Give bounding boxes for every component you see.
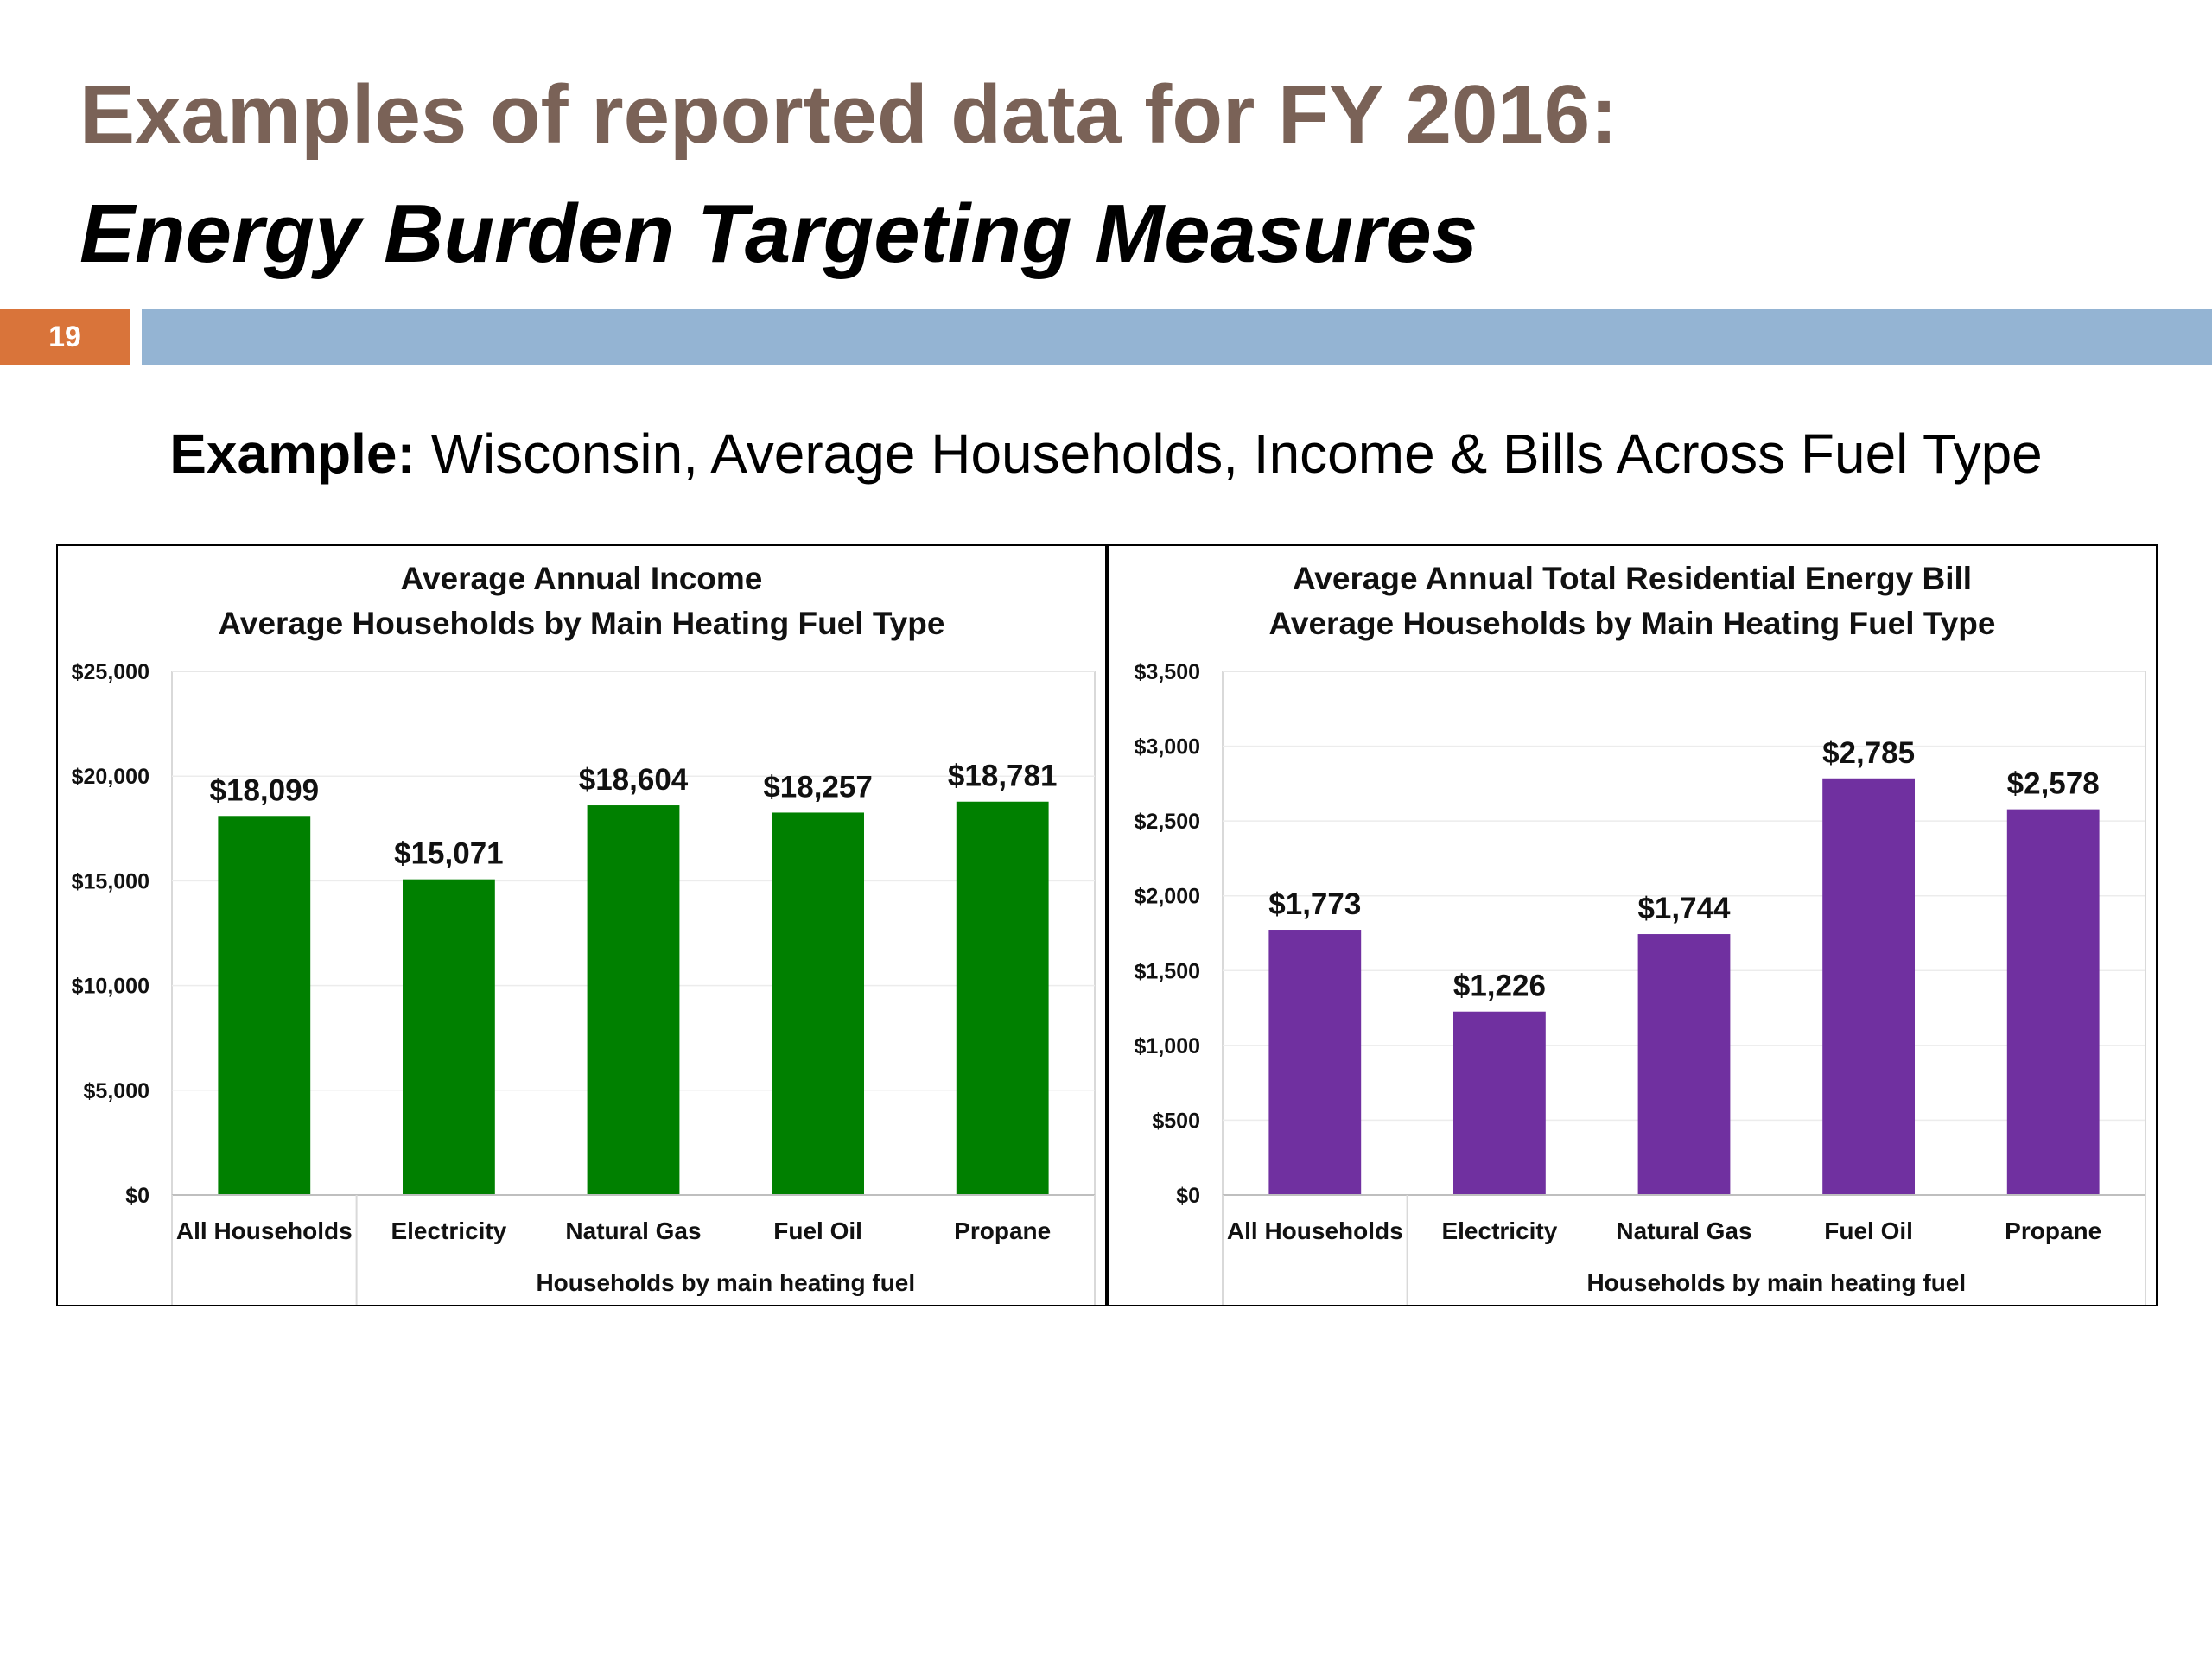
x-category-label: Natural Gas bbox=[565, 1217, 701, 1244]
example-caption-lead: Example: bbox=[169, 423, 416, 485]
y-tick-label: $0 bbox=[1176, 1184, 1200, 1208]
bar bbox=[956, 801, 1049, 1195]
header-divider-bar bbox=[142, 309, 2212, 365]
x-category-label: Propane bbox=[2005, 1217, 2101, 1244]
y-tick-label: $2,500 bbox=[1135, 810, 1200, 834]
data-label: $18,781 bbox=[948, 760, 1058, 793]
data-label: $18,257 bbox=[763, 770, 873, 804]
energy-bill-chart-panel: Average Annual Total Residential Energy … bbox=[1107, 544, 2158, 1306]
bar bbox=[1268, 930, 1362, 1195]
income-chart-panel: Average Annual Income Average Households … bbox=[56, 544, 1107, 1306]
data-label: $1,744 bbox=[1637, 892, 1731, 925]
bar bbox=[1822, 778, 1915, 1195]
bar bbox=[1637, 934, 1731, 1195]
y-tick-label: $3,000 bbox=[1135, 735, 1200, 760]
bar bbox=[587, 805, 680, 1195]
data-label: $1,226 bbox=[1453, 969, 1546, 1003]
y-tick-label: $10,000 bbox=[72, 975, 149, 999]
y-tick-label: $2,000 bbox=[1135, 885, 1200, 909]
slide-title: Examples of reported data for FY 2016: bbox=[79, 68, 1618, 161]
x-category-label: Electricity bbox=[1441, 1217, 1557, 1244]
energy-bill-bar-chart: Average Annual Total Residential Energy … bbox=[1135, 561, 2146, 1305]
y-tick-label: $500 bbox=[1152, 1109, 1200, 1133]
x-category-label: All Households bbox=[1227, 1217, 1403, 1244]
y-tick-label: $15,000 bbox=[72, 869, 149, 893]
y-tick-label: $1,500 bbox=[1135, 959, 1200, 983]
x-category-label: Natural Gas bbox=[1616, 1217, 1751, 1244]
y-tick-label: $1,000 bbox=[1135, 1034, 1200, 1058]
x-group-label: Households by main heating fuel bbox=[536, 1269, 915, 1296]
bar bbox=[2006, 809, 2100, 1195]
bar bbox=[403, 879, 495, 1195]
chart-subtitle: Average Households by Main Heating Fuel … bbox=[1269, 606, 1996, 641]
bar bbox=[1453, 1011, 1546, 1195]
data-label: $2,578 bbox=[2007, 767, 2100, 801]
example-caption: Example: Wisconsin, Average Households, … bbox=[0, 422, 2212, 486]
chart-title: Average Annual Income bbox=[401, 561, 763, 596]
slide-number-badge: 19 bbox=[0, 309, 130, 365]
y-tick-label: $3,500 bbox=[1135, 660, 1200, 684]
x-category-label: Fuel Oil bbox=[1824, 1217, 1913, 1244]
bar bbox=[772, 812, 864, 1195]
data-label: $18,099 bbox=[210, 773, 320, 807]
chart-title: Average Annual Total Residential Energy … bbox=[1293, 561, 1972, 596]
data-label: $2,785 bbox=[1822, 736, 1915, 770]
data-label: $15,071 bbox=[394, 837, 504, 871]
x-category-label: All Households bbox=[176, 1217, 353, 1244]
y-tick-label: $0 bbox=[125, 1184, 149, 1208]
y-tick-label: $5,000 bbox=[84, 1079, 149, 1103]
x-category-label: Propane bbox=[954, 1217, 1051, 1244]
y-tick-label: $25,000 bbox=[72, 660, 149, 684]
data-label: $1,773 bbox=[1268, 887, 1361, 921]
data-label: $18,604 bbox=[579, 763, 689, 797]
chart-subtitle: Average Households by Main Heating Fuel … bbox=[219, 606, 945, 641]
income-bar-chart: Average Annual Income Average Households … bbox=[72, 561, 1096, 1305]
x-group-label: Households by main heating fuel bbox=[1586, 1269, 1966, 1296]
x-category-label: Fuel Oil bbox=[773, 1217, 862, 1244]
example-caption-text: Wisconsin, Average Households, Income & … bbox=[415, 423, 2043, 485]
slide-subtitle-heading: Energy Burden Targeting Measures bbox=[79, 188, 1478, 280]
bar bbox=[218, 816, 311, 1195]
y-tick-label: $20,000 bbox=[72, 765, 149, 789]
x-category-label: Electricity bbox=[391, 1217, 506, 1244]
